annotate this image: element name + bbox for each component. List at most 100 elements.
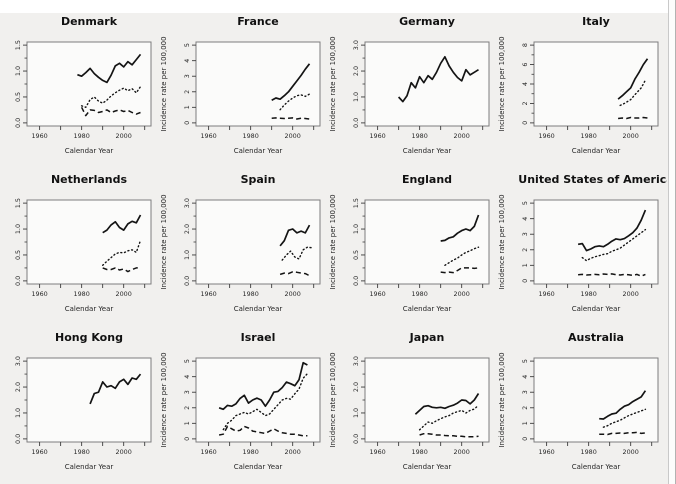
panel-plot: Hong Kong0.01.02.03.0196019802000Inciden… (14, 331, 152, 471)
series-solid-line (397, 55, 479, 103)
y-tick-label: 4 (183, 375, 191, 379)
y-tick-label: 3.0 (352, 40, 360, 50)
chart-panel-israel: Israel 0 1 2 3 4 5 1960 1980 2000 Incidence rate p… (160, 329, 329, 484)
page-right-gutter (668, 0, 676, 484)
panel-plot: Italy 0 2 4 6 8 1960 1980 2000 Incidence rate per… (498, 15, 659, 155)
x-tick-label: 1980 (412, 290, 428, 298)
y-tick-label: 1.5 (14, 198, 22, 208)
x-tick-label: 2000 (623, 448, 639, 456)
x-tick-label: 2000 (454, 290, 470, 298)
series-dashed-line (80, 106, 141, 117)
y-tick-label: 0 (183, 121, 191, 125)
series-solid-line (218, 361, 308, 411)
plot-area (195, 357, 321, 443)
panel-plot: France 0 1 2 3 4 5 1960 1980 2000 Incidence rate p… (160, 15, 321, 155)
y-tick-label: 1.0 (352, 408, 360, 418)
y-tick-label: 3 (183, 74, 191, 78)
series-solid-line (414, 393, 480, 415)
series-solid-line (102, 214, 142, 234)
series-dotted-line (619, 79, 647, 107)
series-dotted-line (281, 246, 313, 261)
panel-plot: Denmark0.00.51.01.5196019802000Incidence… (14, 15, 152, 155)
series-dotted-line (444, 246, 480, 267)
x-tick-label: 2000 (285, 448, 301, 456)
plot-area (195, 199, 321, 285)
y-tick-label: 2 (521, 101, 529, 105)
plot-area (364, 199, 490, 285)
chart-panel-hong-kong: Hong Kong0.01.02.03.0196019802000Inciden… (0, 329, 160, 484)
x-tick-label: 1980 (581, 290, 597, 298)
x-tick-label: 1980 (581, 448, 597, 456)
y-tick-label: 2.0 (14, 382, 22, 392)
y-tick-label: 0.5 (14, 92, 22, 102)
series-solid-line (271, 63, 311, 102)
panel-plot: Netherlands0.00.51.01.5196019802000Incid… (14, 173, 152, 313)
y-tick-label: 0.0 (352, 434, 360, 444)
y-tick-label: 0.0 (14, 434, 22, 444)
panel-plot: England 0.0 0.5 1.0 1.5 1960 1980 2000 Incidence… (329, 173, 490, 313)
y-tick-label: 6 (521, 63, 529, 67)
plot-area (195, 41, 321, 127)
x-tick-label: 1980 (74, 290, 90, 298)
x-tick-label: 1960 (31, 448, 47, 456)
panel-plot: United States of America 0 1 2 3 4 5 1960 1980 20… (498, 173, 667, 313)
x-tick-label: 1960 (31, 290, 47, 298)
x-tick-label: 1960 (200, 132, 216, 140)
y-tick-label: 4 (521, 217, 529, 221)
x-axis-label: Calendar Year (234, 463, 283, 471)
y-axis-label: Incidence rate per 100,000 (160, 36, 168, 131)
panel-plot: Germany 0.0 1.0 2.0 3.0 1960 1980 2000 Incidence… (329, 15, 490, 155)
x-tick-label: 2000 (454, 448, 470, 456)
y-tick-label: 8 (521, 43, 529, 47)
y-tick-label: 1.0 (352, 224, 360, 234)
x-axis-label: Calendar Year (234, 305, 283, 313)
x-tick-label: 1960 (538, 132, 554, 140)
y-axis-label: Incidence rate per 100,000 (329, 194, 337, 289)
y-tick-label: 3 (183, 390, 191, 394)
x-tick-label: 2000 (285, 132, 301, 140)
x-tick-label: 2000 (285, 290, 301, 298)
series-dotted-line (101, 239, 142, 267)
x-tick-label: 1960 (369, 132, 385, 140)
y-tick-label: 0.0 (352, 118, 360, 128)
x-tick-label: 2000 (623, 290, 639, 298)
panel-plot: Spain 0.0 1.0 2.0 3.0 1960 1980 2000 Incidence r… (160, 173, 321, 313)
chart-panel-germany: Germany 0.0 1.0 2.0 3.0 1960 1980 2000 Incidence… (329, 13, 498, 169)
series-solid-line (599, 390, 647, 420)
y-tick-label: 1.0 (14, 224, 22, 234)
y-axis-label: Incidence rate per 100,000 (329, 36, 337, 131)
x-tick-label: 2000 (116, 132, 132, 140)
y-tick-label: 0 (521, 279, 529, 283)
y-axis-label: Incidence rate per 100,000 (498, 194, 506, 289)
chart-panel-denmark: Denmark0.00.51.01.5196019802000Incidence… (0, 13, 160, 169)
chart-panel-australia: Australia 0 1 2 3 4 5 1960 1980 2000 Incidence rat… (498, 329, 667, 484)
series-solid-line (617, 58, 649, 100)
x-tick-label: 1960 (538, 448, 554, 456)
x-tick-label: 1980 (243, 448, 259, 456)
x-tick-label: 2000 (116, 448, 132, 456)
series-dashed-line (218, 425, 308, 437)
chart-panel-france: France 0 1 2 3 4 5 1960 1980 2000 Incidence rate p… (160, 13, 329, 169)
y-tick-label: 5 (521, 359, 529, 363)
x-axis-label: Calendar Year (403, 305, 452, 313)
x-tick-label: 1960 (538, 290, 554, 298)
y-tick-label: 3 (521, 390, 529, 394)
x-tick-label: 2000 (116, 290, 132, 298)
plot-area (533, 199, 659, 285)
plot-area (26, 357, 152, 443)
x-axis-label: Calendar Year (65, 305, 114, 313)
y-tick-label: 2.0 (352, 66, 360, 76)
x-axis-label: Calendar Year (65, 147, 114, 155)
y-axis-label: Incidence rate per 100,000 (160, 194, 168, 289)
x-tick-label: 2000 (454, 132, 470, 140)
y-tick-label: 1 (521, 263, 529, 267)
y-tick-label: 2 (183, 90, 191, 94)
y-axis-label: Incidence rate per 100,000 (329, 352, 337, 447)
panel-plot: Australia 0 1 2 3 4 5 1960 1980 2000 Incidence rat… (498, 331, 659, 471)
y-tick-label: 3.0 (14, 356, 22, 366)
y-tick-label: 0.0 (183, 276, 191, 286)
series-dotted-line (222, 372, 309, 431)
series-dotted-line (418, 404, 480, 431)
series-solid-line (279, 224, 311, 247)
series-solid-line (89, 373, 142, 405)
